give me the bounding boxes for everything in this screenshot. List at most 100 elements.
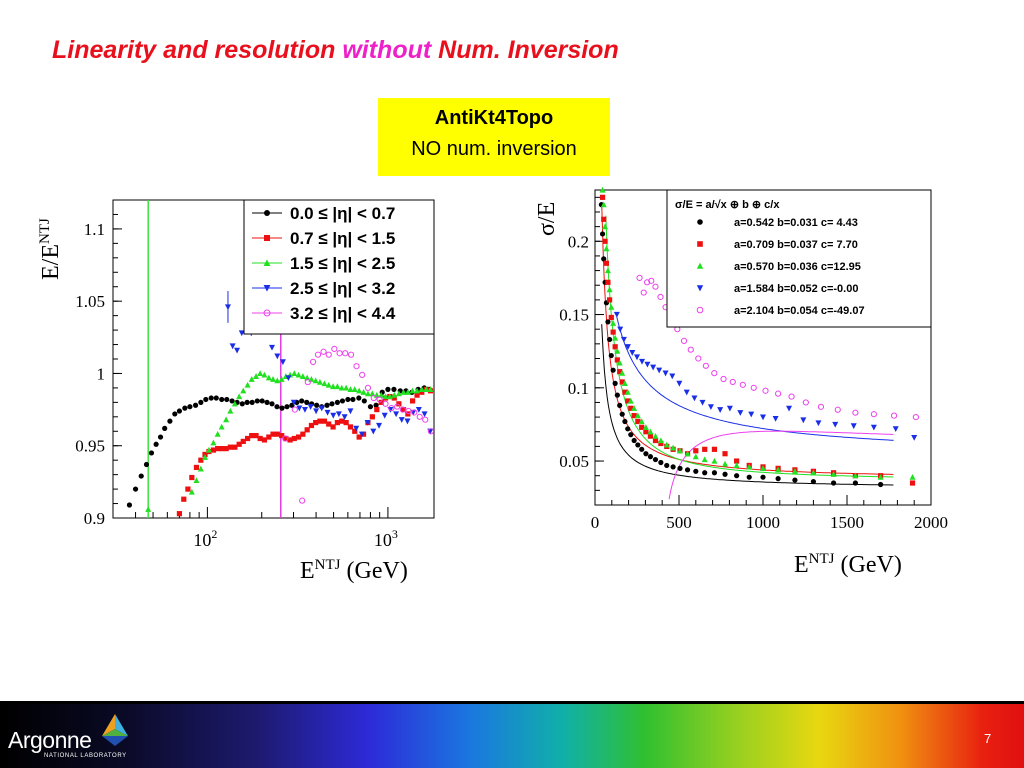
data-point-series-4 [353,425,360,432]
data-point-series-2 [374,406,380,413]
data-point-series-2 [603,260,610,266]
data-point-series-4 [279,359,286,366]
data-point-series-2 [702,446,708,452]
data-point-series-1 [356,395,362,401]
data-point-series-3 [614,347,621,354]
data-point-series-1 [373,402,379,408]
data-point-series-1 [601,256,607,262]
data-point-series-1 [830,480,837,486]
data-point-series-5 [399,406,406,413]
data-point-series-2 [369,414,375,420]
data-point-series-1 [329,401,335,407]
data-point-series-5 [422,416,429,423]
data-point-series-3 [369,390,376,397]
data-point-series-3 [612,334,619,341]
y-tick-label: 1.05 [75,292,105,311]
data-point-series-5 [652,283,659,290]
legend-entry: 1.5 ≤ |η| < 2.5 [290,254,395,273]
data-point-series-1 [619,411,625,417]
data-point-series-4 [815,420,822,427]
data-point-series-1 [132,486,139,492]
legend-entry: 3.2 ≤ |η| < 4.4 [290,304,396,323]
argonne-logo-subtitle: NATIONAL LABORATORY [44,753,127,759]
data-point-series-2 [313,420,319,426]
data-point-series-4 [650,364,657,371]
data-point-series-2 [339,418,345,424]
data-point-series-3 [418,386,425,392]
data-point-series-1 [126,502,133,508]
data-point-series-2 [619,379,625,385]
legend-entry: a=2.104 b=0.054 c=-49.07 [734,305,865,317]
data-point-series-3 [624,388,631,395]
data-point-series-5 [657,293,664,301]
data-point-series-4 [415,406,422,413]
data-point-series-1 [385,386,391,392]
data-point-series-1 [361,398,367,404]
legend-entry: 0.0 ≤ |η| < 0.7 [290,204,395,223]
data-point-series-2 [185,486,191,492]
legend-marker [697,219,703,225]
data-point-series-3 [334,383,341,390]
data-point-series-1 [350,396,356,403]
data-point-series-3 [270,376,277,382]
data-point-series-5 [802,399,809,406]
data-point-series-3 [852,472,859,479]
data-point-series-1 [176,408,183,414]
data-point-series-2 [909,480,916,486]
data-point-series-4 [717,407,724,413]
data-point-series-3 [145,506,152,512]
data-point-series-4 [269,344,276,351]
fit-curve-series-4 [616,316,894,441]
data-point-series-5 [680,337,688,345]
data-point-series-2 [639,424,645,430]
data-point-series-1 [203,396,209,403]
data-point-series-3 [602,223,609,230]
data-point-series-2 [628,405,634,411]
footer-bar [0,704,1024,768]
data-point-series-4 [699,399,706,406]
data-point-series-2 [261,437,268,443]
data-point-series-3 [218,423,225,430]
data-point-series-5 [720,375,727,383]
data-point-series-4 [662,370,669,377]
data-point-series-1 [143,461,150,468]
data-point-series-3 [909,473,916,480]
linearity-chart: 0.9 0.95 1 1.05 1.1 102 103 E/ENTJ ENTJ (GeV) 0.0… [37,199,435,584]
legend-entry: a=0.542 b=0.031 c= 4.43 [734,217,858,229]
data-point-series-1 [614,392,620,398]
data-point-series-4 [870,424,877,431]
data-point-series-4 [613,311,620,318]
data-point-series-3 [619,369,626,376]
data-point-series-3 [409,387,416,394]
data-point-series-1 [612,380,618,386]
data-point-series-2 [223,446,229,452]
data-point-series-4 [307,404,314,410]
data-point-series-1 [192,402,199,408]
title-part-2: without [342,36,432,64]
y-tick-label: 1.1 [84,220,105,239]
y-axis-label: E/ENTJ [37,218,64,280]
data-point-series-5 [711,370,718,377]
data-point-series-1 [314,402,320,408]
data-point-series-2 [396,401,402,407]
data-point-series-3 [791,468,798,474]
data-point-series-1 [279,405,285,411]
x-axis-label-sup: NTJ [315,557,341,573]
data-point-series-4 [683,389,690,396]
data-point-series-3 [257,370,264,377]
data-point-series-2 [607,297,613,303]
data-point-series-4 [691,395,698,402]
data-point-series-3 [240,387,247,394]
x-axis-label-unit: (GeV) [341,558,408,584]
data-point-series-2 [378,399,384,405]
data-point-series-3 [638,418,645,425]
data-point-series-1 [334,399,340,405]
data-point-series-3 [321,380,328,387]
x-tick-label: 102 [193,527,217,550]
data-point-series-2 [236,441,242,447]
data-point-series-3 [202,454,209,460]
data-point-series-1 [299,398,305,404]
data-point-series-5 [299,497,306,504]
data-point-series-2 [352,428,358,434]
data-point-series-1 [639,446,645,452]
